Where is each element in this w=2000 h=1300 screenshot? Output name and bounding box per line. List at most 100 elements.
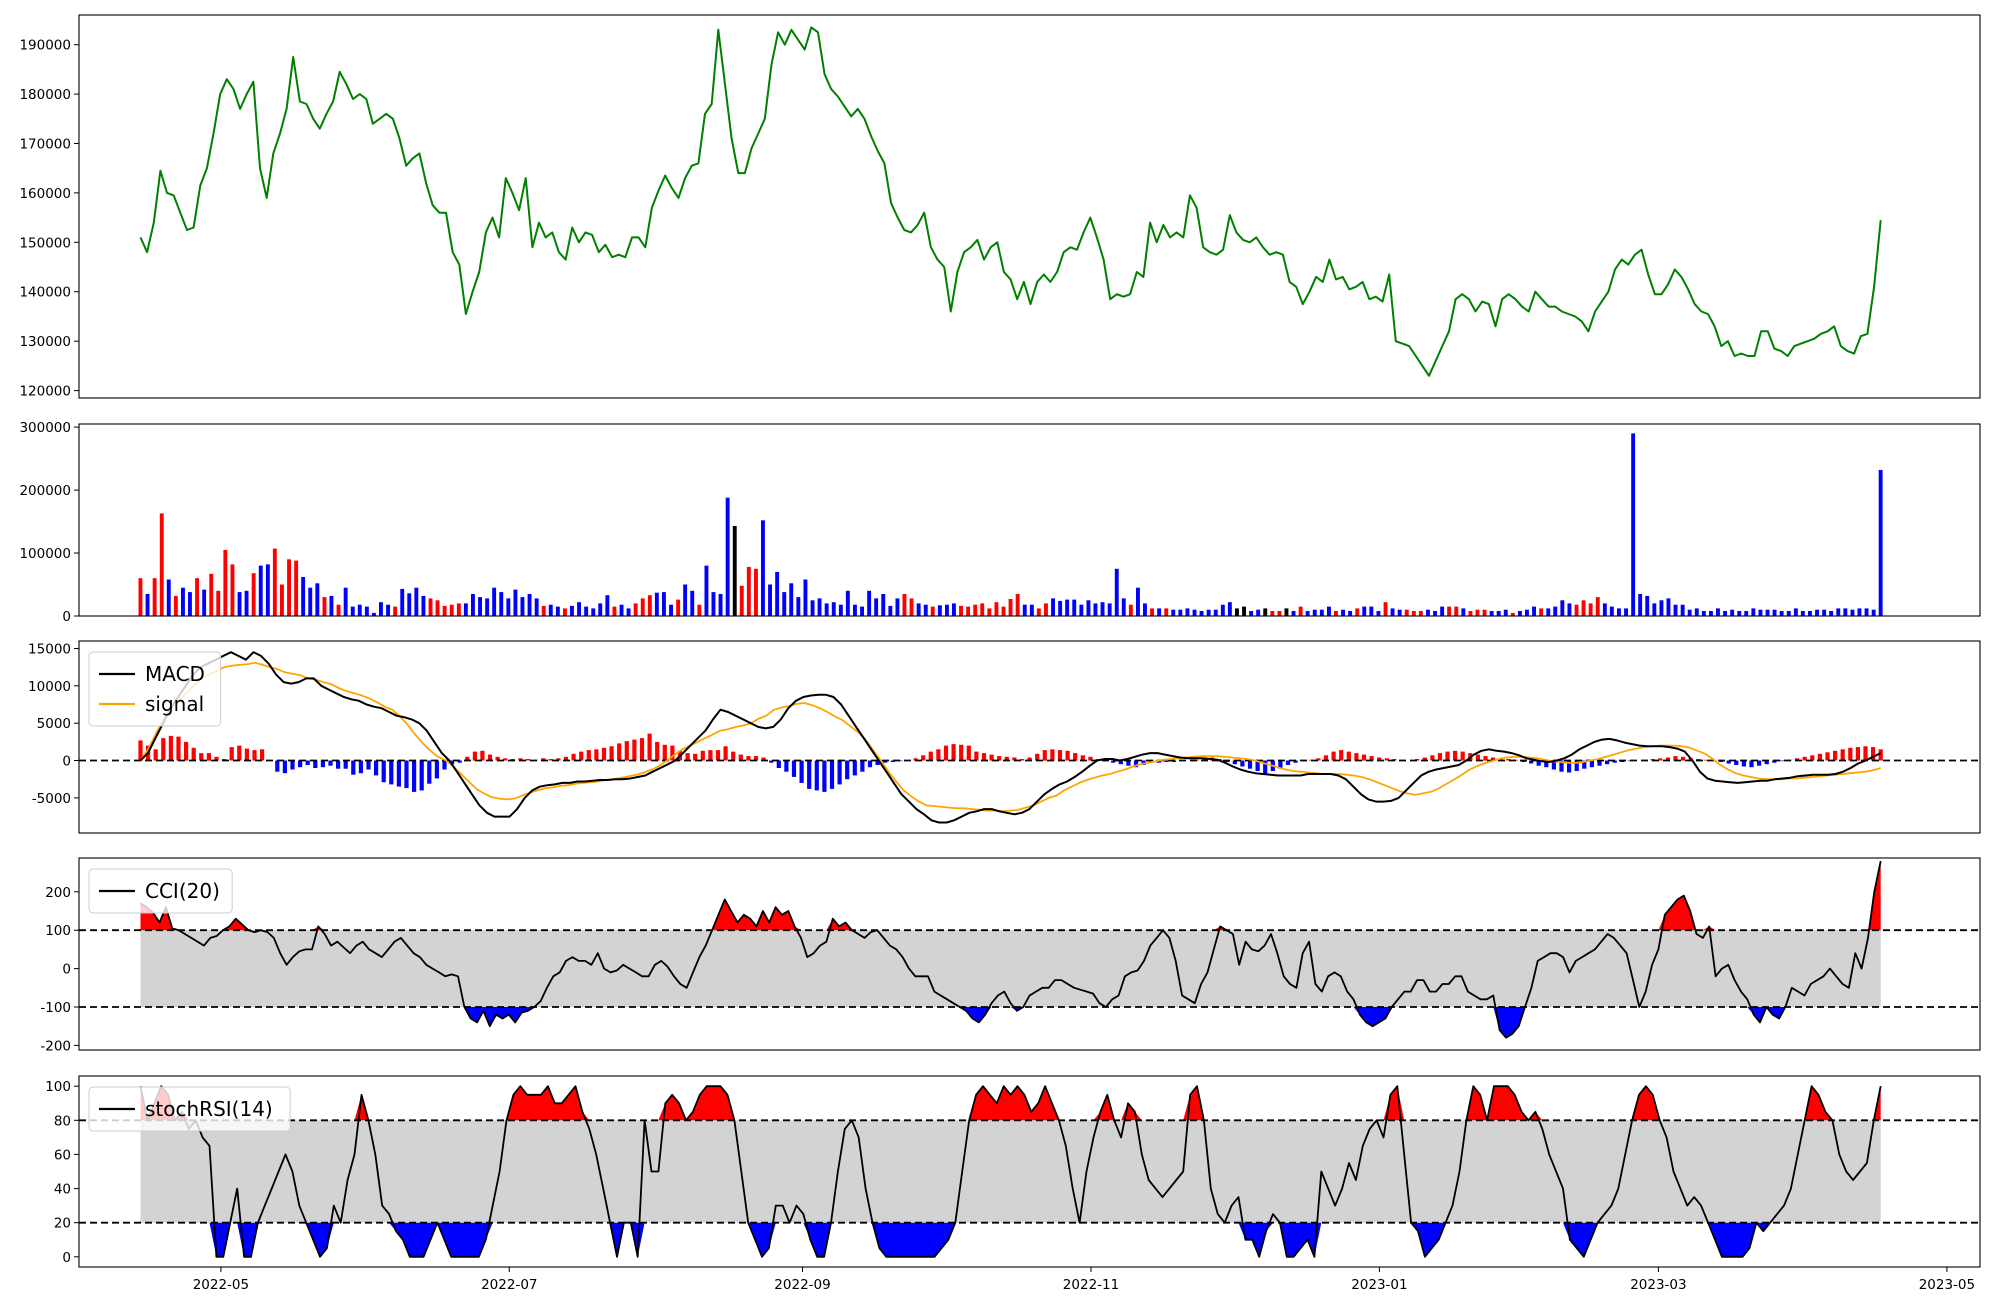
volume-bar bbox=[746, 566, 751, 616]
volume-bar bbox=[626, 608, 631, 616]
volume-bar bbox=[1327, 606, 1331, 616]
signal-line bbox=[139, 661, 1881, 813]
macd-histogram-bar bbox=[1316, 758, 1321, 761]
macd-frame bbox=[78, 640, 1981, 834]
volume-bar bbox=[463, 603, 468, 616]
volume-bar bbox=[1454, 606, 1459, 616]
volume-bar bbox=[1468, 611, 1473, 616]
macd-histogram-bar bbox=[495, 756, 500, 761]
volume-bar bbox=[1369, 606, 1374, 616]
volume-bar bbox=[1638, 594, 1643, 616]
volume-bar bbox=[1723, 611, 1727, 616]
macd-histogram-bar bbox=[1673, 756, 1678, 761]
volume-bar bbox=[1426, 609, 1430, 616]
macd-histogram-bar bbox=[1612, 760, 1617, 763]
volume-bar bbox=[952, 603, 956, 616]
volume-bar bbox=[683, 584, 688, 616]
macd-histogram-bar bbox=[1627, 760, 1632, 762]
macd-plot-area bbox=[79, 641, 1980, 833]
macd-histogram-bar bbox=[1073, 753, 1078, 761]
volume-bar bbox=[138, 578, 143, 616]
volume-bar bbox=[711, 592, 716, 616]
macd-histogram-bar bbox=[723, 746, 728, 761]
volume-bar bbox=[1829, 611, 1834, 616]
volume-bar bbox=[1447, 606, 1452, 616]
volume-bar bbox=[372, 612, 376, 616]
macd-histogram-bar bbox=[503, 758, 508, 761]
volume-bar bbox=[1716, 608, 1720, 616]
volume-bar bbox=[152, 578, 157, 616]
macd-histogram-bar bbox=[1848, 747, 1853, 761]
macd-histogram-bar bbox=[525, 759, 531, 761]
volume-plot-area bbox=[79, 424, 1980, 616]
stochrsi-overbought-fill bbox=[140, 1086, 1881, 1121]
macd-histogram-bar bbox=[571, 753, 576, 761]
volume-bar bbox=[1532, 606, 1536, 616]
macd-histogram-bar bbox=[1042, 750, 1047, 761]
volume-bar bbox=[853, 604, 857, 616]
macd-histogram-bar bbox=[1772, 760, 1777, 763]
macd-histogram-bar bbox=[959, 744, 964, 761]
macd-histogram-bar bbox=[1734, 760, 1739, 765]
stochrsi-ytick-label: 40 bbox=[54, 1182, 71, 1198]
macd-histogram-bar bbox=[1339, 750, 1344, 761]
volume-bar bbox=[725, 497, 730, 616]
volume-bar bbox=[1850, 609, 1855, 616]
volume-bar bbox=[195, 578, 199, 616]
macd-histogram-bar bbox=[1088, 756, 1093, 761]
macd-histogram-bar bbox=[1285, 760, 1291, 765]
volume-bar bbox=[1192, 609, 1197, 616]
volume-bar bbox=[1079, 604, 1084, 616]
volume-bar bbox=[1100, 602, 1105, 616]
macd-histogram-bar bbox=[837, 760, 842, 785]
macd-histogram-bar bbox=[1377, 757, 1382, 761]
volume-bar bbox=[1227, 602, 1232, 616]
volume-bar bbox=[506, 598, 511, 616]
macd-histogram-bar bbox=[601, 747, 607, 761]
volume-bar bbox=[789, 583, 794, 616]
macd-histogram-bar bbox=[829, 760, 835, 789]
cci-neutral-band bbox=[140, 930, 1881, 1007]
cci-line bbox=[140, 860, 1882, 1039]
volume-bar bbox=[888, 605, 893, 616]
volume-bar bbox=[159, 513, 164, 616]
price-line bbox=[139, 26, 1882, 377]
volume-frame bbox=[78, 423, 1981, 617]
macd-histogram-bar bbox=[389, 760, 394, 785]
macd-histogram-bar bbox=[1551, 760, 1556, 770]
volume-bar bbox=[223, 549, 228, 616]
volume-bar bbox=[633, 603, 638, 616]
volume-bar bbox=[1772, 609, 1777, 616]
volume-bar bbox=[1362, 606, 1367, 616]
volume-bar bbox=[357, 604, 362, 616]
price-ytick-label: 190000 bbox=[19, 38, 71, 54]
macd-histogram-bar bbox=[867, 760, 873, 768]
volume-bar bbox=[520, 597, 525, 616]
volume-bar bbox=[1709, 611, 1713, 616]
volume-bar bbox=[1673, 604, 1678, 616]
macd-histogram-bar bbox=[396, 760, 401, 787]
macd-histogram-bar bbox=[1757, 760, 1762, 766]
volume-bar bbox=[1199, 611, 1204, 616]
macd-histogram-bar bbox=[898, 760, 903, 762]
macd-histogram-bar bbox=[472, 751, 477, 761]
volume-bar bbox=[258, 565, 263, 616]
macd-histogram-bar bbox=[1658, 758, 1663, 761]
volume-bar bbox=[605, 595, 610, 616]
price-ytick-label: 140000 bbox=[19, 285, 71, 301]
volume-bar bbox=[1044, 603, 1048, 616]
cci-ytick-label: 100 bbox=[45, 923, 71, 939]
volume-bar bbox=[1609, 606, 1614, 616]
macd-histogram-bar bbox=[1156, 760, 1161, 763]
macd-histogram-bar bbox=[358, 760, 363, 774]
macd-histogram-bar bbox=[1855, 747, 1860, 761]
macd-histogram-bar bbox=[1833, 750, 1838, 761]
volume-bar bbox=[930, 606, 935, 616]
volume-bar bbox=[181, 587, 185, 616]
volume-bar bbox=[1319, 609, 1324, 616]
macd-histogram-bar bbox=[662, 744, 667, 761]
macd-histogram-bar bbox=[1255, 760, 1260, 771]
macd-histogram-bar bbox=[1817, 753, 1822, 761]
macd-histogram-bar bbox=[487, 754, 493, 761]
